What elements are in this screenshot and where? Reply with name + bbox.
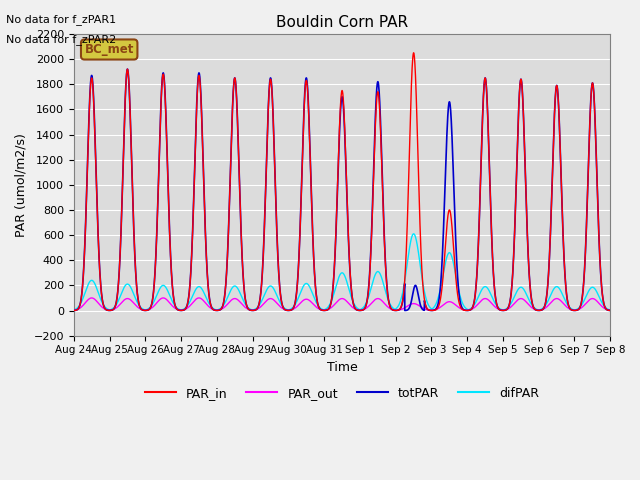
Title: Bouldin Corn PAR: Bouldin Corn PAR xyxy=(276,15,408,30)
Text: BC_met: BC_met xyxy=(84,43,134,56)
Text: No data for f_zPAR1: No data for f_zPAR1 xyxy=(6,14,116,25)
X-axis label: Time: Time xyxy=(326,361,357,374)
Legend: PAR_in, PAR_out, totPAR, difPAR: PAR_in, PAR_out, totPAR, difPAR xyxy=(140,382,545,405)
Y-axis label: PAR (umol/m2/s): PAR (umol/m2/s) xyxy=(15,133,28,237)
Text: No data for f_zPAR2: No data for f_zPAR2 xyxy=(6,34,116,45)
